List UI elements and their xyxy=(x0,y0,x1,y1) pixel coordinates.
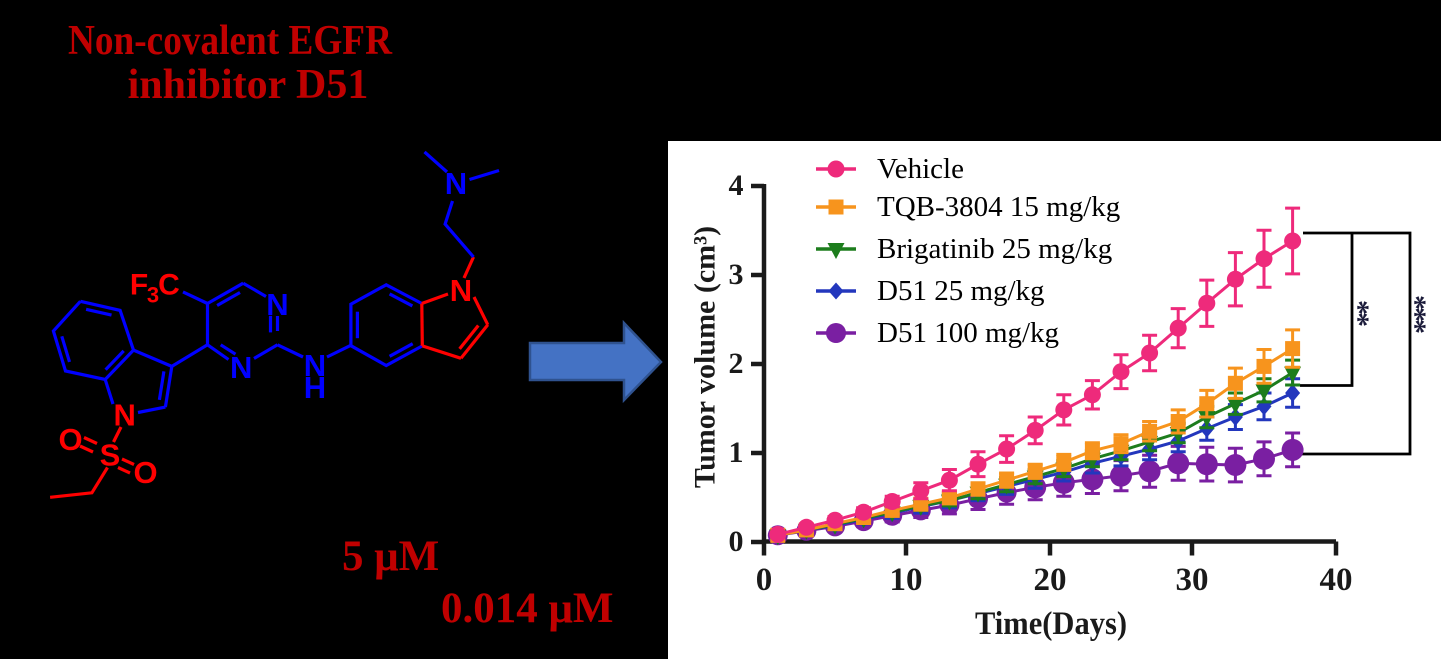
svg-text:1: 1 xyxy=(729,436,744,469)
svg-text:Vehicle: Vehicle xyxy=(877,153,964,185)
svg-text:4: 4 xyxy=(729,169,744,202)
svg-text:O: O xyxy=(58,422,82,457)
svg-text:Tumor volume (cm³): Tumor volume (cm³) xyxy=(689,226,722,488)
svg-text:40: 40 xyxy=(1320,562,1353,598)
svg-text:N: N xyxy=(445,166,467,201)
svg-text:3: 3 xyxy=(729,258,744,291)
svg-text:F: F xyxy=(130,269,148,302)
svg-text:***: *** xyxy=(1399,295,1432,333)
svg-text:Brigatinib 25 mg/kg: Brigatinib 25 mg/kg xyxy=(877,233,1112,265)
svg-text:N: N xyxy=(304,348,326,383)
svg-text:10: 10 xyxy=(890,562,923,598)
svg-text:C: C xyxy=(158,269,180,302)
svg-text:TQB-3804 15 mg/kg: TQB-3804 15 mg/kg xyxy=(877,191,1120,223)
svg-text:0: 0 xyxy=(756,562,773,598)
svg-text:N: N xyxy=(266,287,288,322)
svg-text:S: S xyxy=(100,438,121,473)
svg-text:0: 0 xyxy=(729,525,744,558)
svg-text:Time(Days): Time(Days) xyxy=(975,606,1127,642)
svg-text:0.014 μM: 0.014 μM xyxy=(441,585,613,632)
svg-text:5 μM: 5 μM xyxy=(342,533,439,580)
svg-text:H: H xyxy=(304,370,326,405)
svg-text:**: ** xyxy=(1342,300,1375,326)
svg-text:inhibitor D51: inhibitor D51 xyxy=(128,62,369,108)
svg-text:Non-covalent EGFR: Non-covalent EGFR xyxy=(68,18,393,64)
svg-text:2: 2 xyxy=(729,347,744,380)
svg-text:D51 25 mg/kg: D51 25 mg/kg xyxy=(877,275,1045,307)
svg-text:N: N xyxy=(114,398,136,433)
svg-text:30: 30 xyxy=(1176,562,1209,598)
svg-text:3: 3 xyxy=(147,283,159,308)
svg-text:N: N xyxy=(230,350,252,385)
svg-text:N: N xyxy=(450,273,472,308)
svg-text:D51 100 mg/kg: D51 100 mg/kg xyxy=(877,317,1059,349)
svg-text:20: 20 xyxy=(1034,562,1067,598)
svg-text:O: O xyxy=(133,455,157,490)
